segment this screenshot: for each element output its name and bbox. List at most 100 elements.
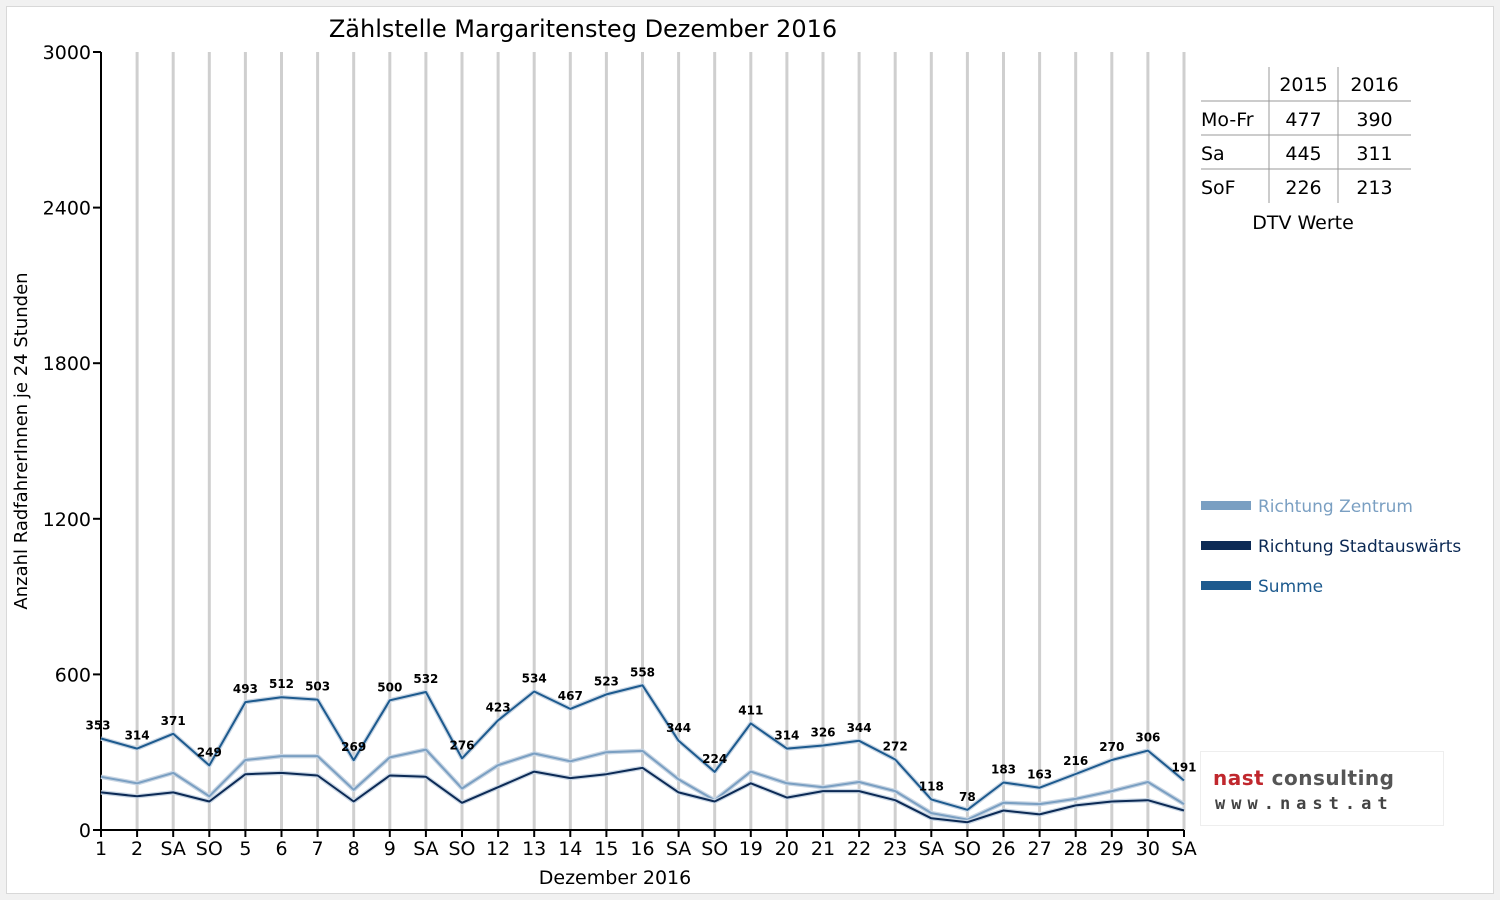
data-label: 276 <box>449 738 474 752</box>
x-tick-label: 12 <box>486 838 510 860</box>
x-tick-label: SA <box>413 838 438 860</box>
x-tick-label: SA <box>1171 838 1196 860</box>
data-label: 224 <box>702 752 727 766</box>
data-label: 523 <box>594 674 619 688</box>
y-tick-label: 600 <box>55 664 91 686</box>
x-tick-label: 28 <box>1064 838 1088 860</box>
x-tick-label: 29 <box>1100 838 1124 860</box>
x-tick-label: 8 <box>348 838 360 860</box>
data-labels: 353 314 371 249 493 512 503 269 500 532 276 423 534 4… <box>85 665 1196 803</box>
data-label: 467 <box>558 689 583 703</box>
logo-url: www.nast.at <box>1215 794 1394 814</box>
legend-swatch <box>1201 541 1251 550</box>
x-tick-label: 9 <box>384 838 396 860</box>
table-row-label: SoF <box>1201 177 1236 199</box>
x-tick-label: 5 <box>239 838 251 860</box>
legend-label: Summe <box>1258 577 1323 597</box>
table-header-2015: 2015 <box>1279 74 1327 96</box>
table-cell-2016: 311 <box>1356 143 1392 165</box>
data-label: 272 <box>883 739 908 753</box>
x-tick-label: 14 <box>558 838 582 860</box>
y-ticks: 0 600 1200 1800 2400 3000 <box>43 42 101 842</box>
data-label: 512 <box>269 677 294 691</box>
x-tick-label: 20 <box>775 838 799 860</box>
x-tick-label: 7 <box>312 838 324 860</box>
chart-svg: Zählstelle Margaritensteg Dezember 2016 … <box>11 15 1461 889</box>
data-label: 411 <box>738 703 763 717</box>
dtv-table: 2015 2016 Mo-Fr 477 390 Sa 445 311 SoF 226 213DTV … <box>1201 67 1411 234</box>
x-tick-label: 13 <box>522 838 546 860</box>
x-tick-label: 1 <box>95 838 107 860</box>
table-cell-2015: 445 <box>1285 143 1321 165</box>
series-line <box>100 684 1185 811</box>
series-line <box>100 766 1185 824</box>
grid <box>135 52 1186 830</box>
x-tick-label: SA <box>160 838 185 860</box>
x-tick-label: SO <box>448 838 475 860</box>
data-label: 249 <box>197 745 222 759</box>
data-label: 163 <box>1027 768 1052 782</box>
table-cell-2016: 390 <box>1356 109 1392 131</box>
data-label: 344 <box>847 721 872 735</box>
x-tick-label: 16 <box>630 838 654 860</box>
data-label: 326 <box>810 725 835 739</box>
x-tick-label: 27 <box>1028 838 1052 860</box>
x-tick-label: SA <box>919 838 944 860</box>
x-tick-label: 19 <box>739 838 763 860</box>
data-label: 371 <box>161 714 186 728</box>
data-label: 558 <box>630 665 655 679</box>
table-header-2016: 2016 <box>1350 74 1398 96</box>
data-label: 270 <box>1099 740 1124 754</box>
x-tick-label: 2 <box>131 838 143 860</box>
x-tick-label: SO <box>954 838 981 860</box>
x-tick-label: 15 <box>594 838 618 860</box>
logo-name: nast consulting <box>1213 766 1395 790</box>
data-label: 183 <box>991 763 1016 777</box>
x-tick-label: SO <box>196 838 223 860</box>
data-label: 314 <box>774 729 799 743</box>
y-tick-label: 1800 <box>43 353 91 375</box>
y-tick-label: 2400 <box>43 198 91 220</box>
x-tick-label: 6 <box>275 838 287 860</box>
data-label: 269 <box>341 740 366 754</box>
x-tick-label: 21 <box>811 838 835 860</box>
data-label: 191 <box>1171 760 1196 774</box>
data-label: 534 <box>522 672 547 686</box>
chart-title: Zählstelle Margaritensteg Dezember 2016 <box>329 15 837 43</box>
x-tick-label: 22 <box>847 838 871 860</box>
data-label: 78 <box>959 790 976 804</box>
data-label: 344 <box>666 721 691 735</box>
data-label: 493 <box>233 682 258 696</box>
x-tick-label: 26 <box>991 838 1015 860</box>
y-tick-label: 0 <box>79 820 91 842</box>
legend-swatch <box>1201 501 1251 510</box>
table-row-label: Sa <box>1201 143 1225 165</box>
series-lines <box>100 683 1186 825</box>
legend: Richtung Zentrum Richtung Stadtauswärts Su… <box>1201 497 1461 597</box>
x-ticks: 1 2 SA SO 5 6 7 8 9 SA SO 12 13 14 15 16 SA SO 19 20 21 22 23 S… <box>95 830 1197 860</box>
x-tick-label: 23 <box>883 838 907 860</box>
table-row-label: Mo-Fr <box>1201 109 1254 131</box>
data-label: 314 <box>125 729 150 743</box>
data-label: 423 <box>486 700 511 714</box>
nast-consulting-logo: nast consulting www.nast.at <box>1200 751 1444 826</box>
data-label: 216 <box>1063 754 1088 768</box>
table-caption: DTV Werte <box>1252 212 1354 234</box>
table-cell-2015: 226 <box>1285 177 1321 199</box>
data-label: 532 <box>413 672 438 686</box>
x-axis-label: Dezember 2016 <box>539 867 691 889</box>
y-tick-label: 3000 <box>43 42 91 64</box>
data-label: 500 <box>377 680 402 694</box>
data-label: 306 <box>1135 731 1160 745</box>
x-tick-label: SO <box>701 838 728 860</box>
chart-frame: Zählstelle Margaritensteg Dezember 2016 … <box>6 6 1494 894</box>
y-axis-label: Anzahl RadfahrerInnen je 24 Stunden <box>11 272 32 609</box>
legend-label: Richtung Zentrum <box>1258 497 1413 517</box>
y-tick-label: 1200 <box>43 509 91 531</box>
legend-swatch <box>1201 581 1251 590</box>
table-cell-2015: 477 <box>1285 109 1321 131</box>
data-label: 353 <box>85 718 110 732</box>
legend-label: Richtung Stadtauswärts <box>1258 537 1461 557</box>
data-label: 503 <box>305 680 330 694</box>
x-tick-label: SA <box>666 838 691 860</box>
